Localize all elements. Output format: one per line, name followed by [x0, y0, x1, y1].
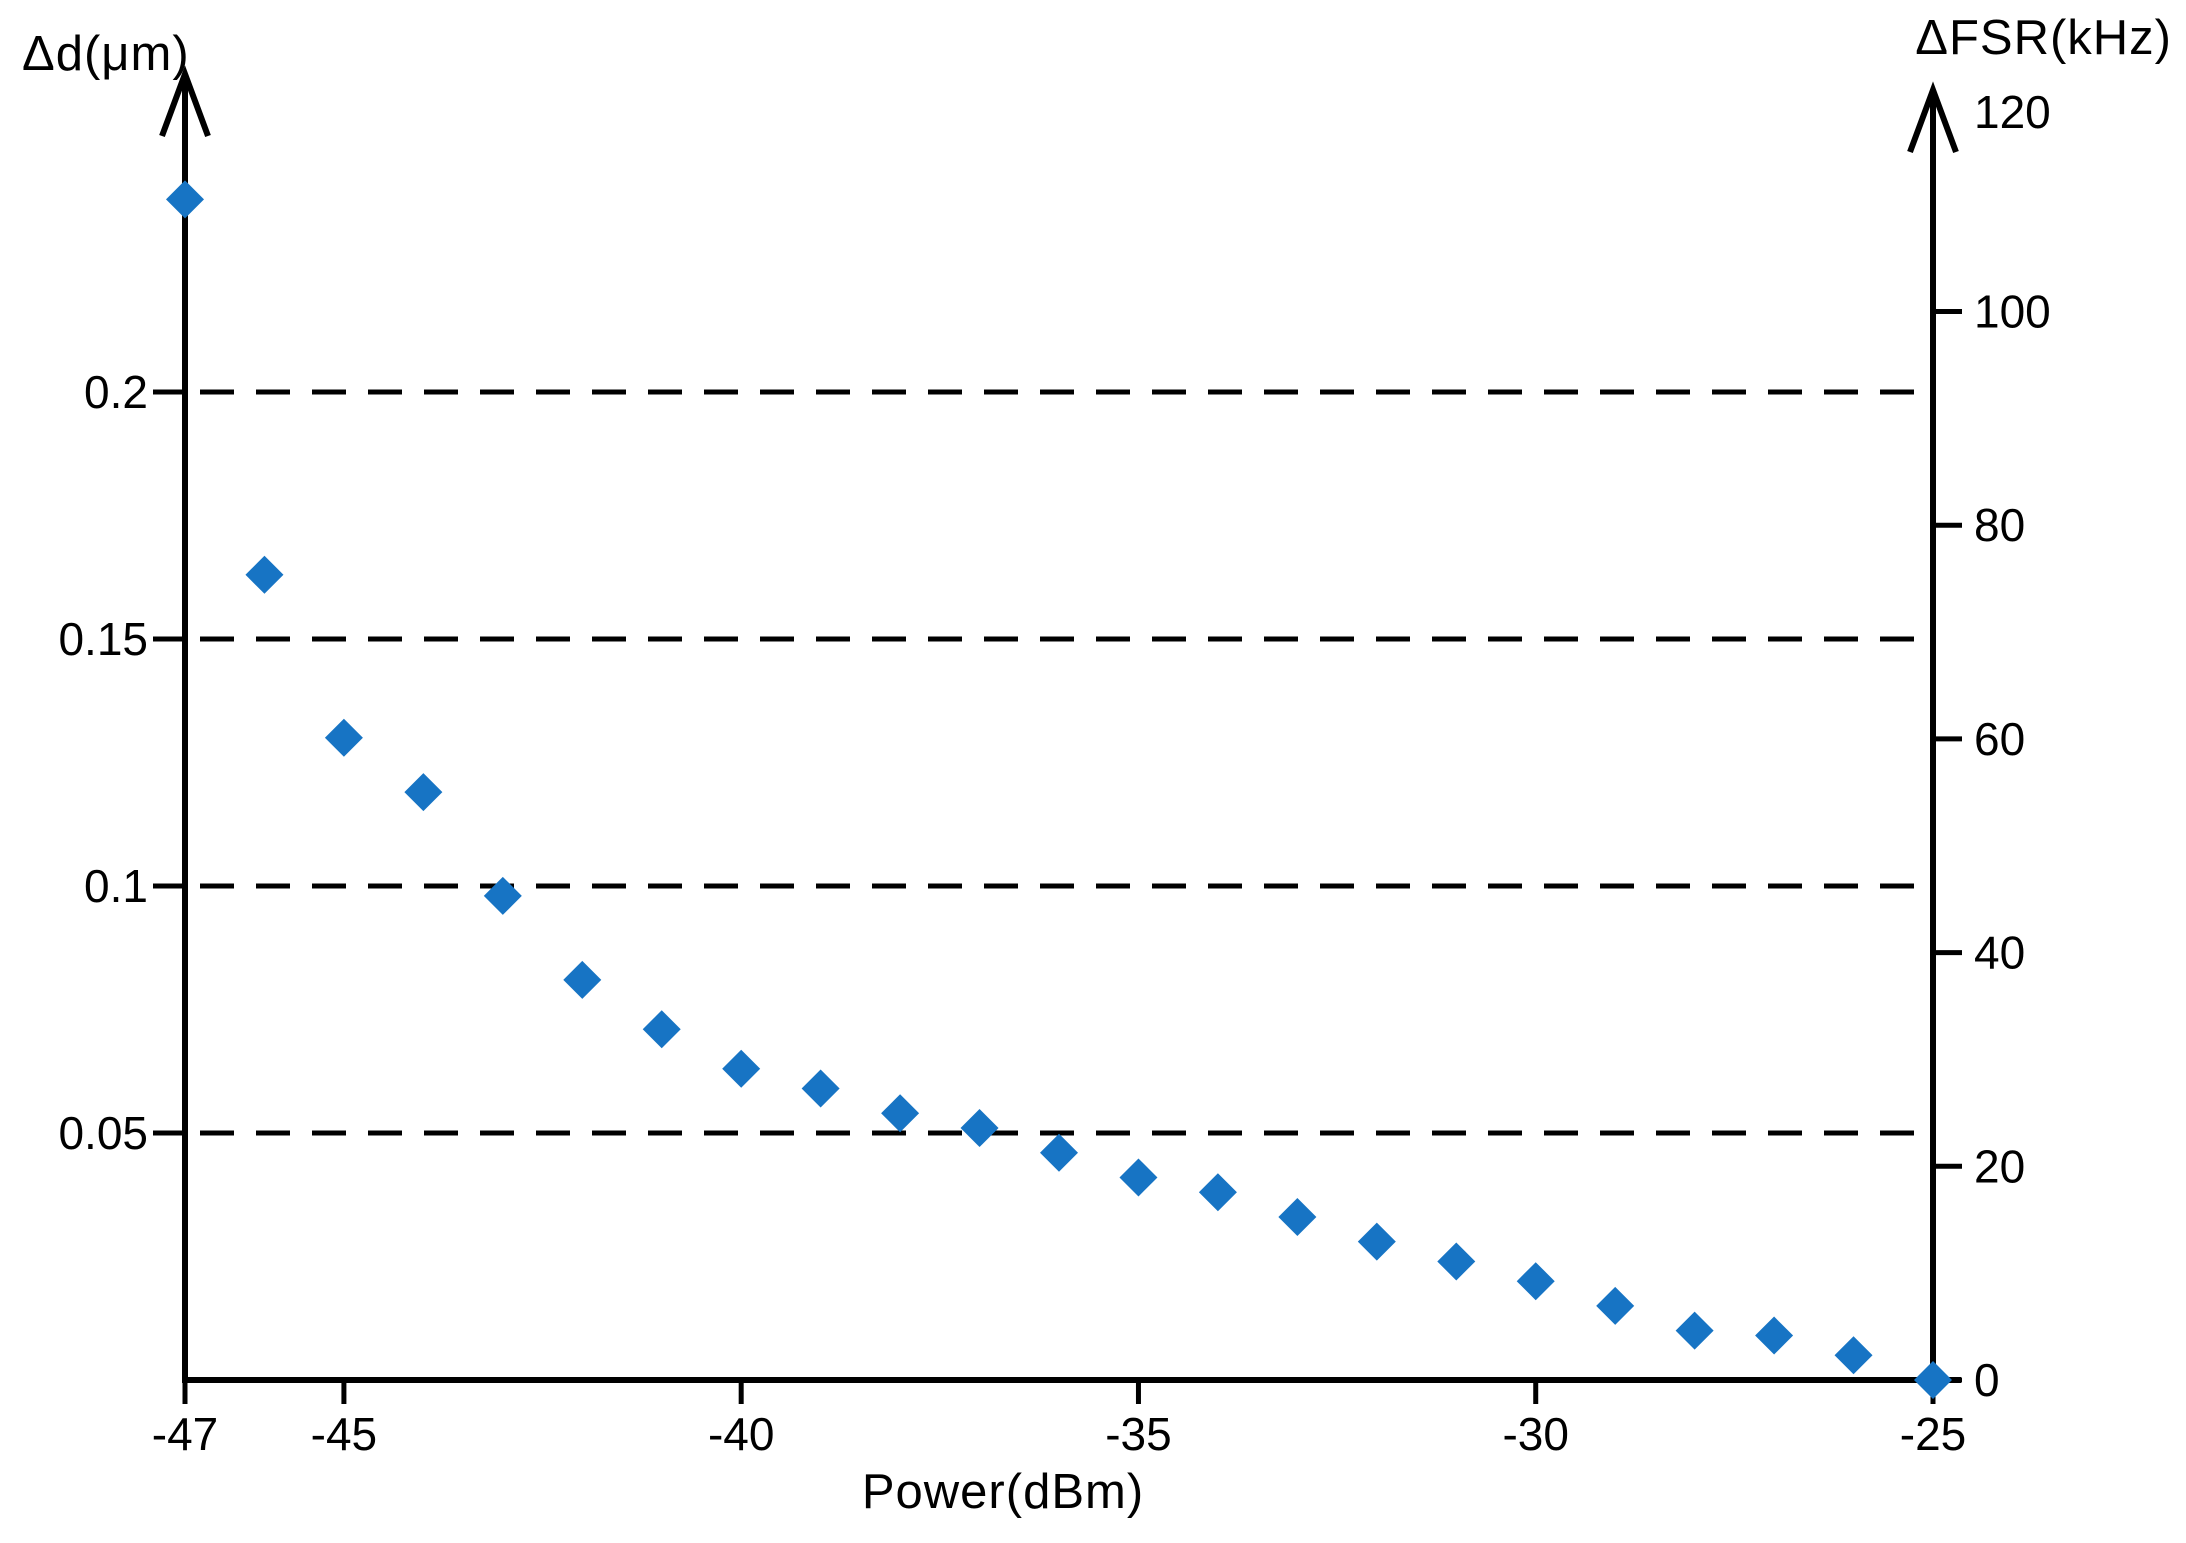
- x-tick-label: -30: [1502, 1408, 1568, 1460]
- x-tick-label: -40: [708, 1408, 774, 1460]
- data-point: [563, 960, 602, 999]
- data-point: [1516, 1262, 1555, 1301]
- data-point: [722, 1049, 761, 1088]
- data-point: [483, 876, 522, 915]
- data-point: [960, 1109, 999, 1148]
- x-tick-label: -25: [1900, 1408, 1966, 1460]
- data-point: [1834, 1336, 1873, 1375]
- data-point: [642, 1010, 681, 1049]
- right-tick-label: 0: [1974, 1354, 2000, 1406]
- left-tick-label: 0.15: [58, 613, 148, 665]
- x-tick-label: -35: [1105, 1408, 1171, 1460]
- data-point: [881, 1094, 920, 1133]
- right-tick-label: 120: [1974, 86, 2051, 138]
- data-point: [1278, 1197, 1317, 1236]
- data-point: [324, 718, 363, 757]
- data-point: [1675, 1311, 1714, 1350]
- left-tick-label: 0.2: [84, 366, 148, 418]
- right-tick-label: 20: [1974, 1140, 2025, 1192]
- right-tick-label: 60: [1974, 713, 2025, 765]
- right-tick-label: 40: [1974, 927, 2025, 979]
- left-tick-label: 0.05: [58, 1107, 148, 1159]
- data-point: [1040, 1133, 1079, 1172]
- x-tick-label: -47: [152, 1408, 218, 1460]
- x-tick-label: -45: [311, 1408, 377, 1460]
- right-axis-title: ΔFSR(kHz): [1915, 11, 2172, 65]
- data-point: [245, 555, 284, 594]
- data-point: [1119, 1158, 1158, 1197]
- right-axis-arrow-icon: [1907, 81, 1959, 154]
- x-axis-title: Power(dBm): [861, 1465, 1145, 1519]
- data-point: [1198, 1173, 1237, 1212]
- left-axis-arrow-icon: [159, 65, 211, 138]
- data-point: [404, 773, 443, 812]
- right-tick-label: 80: [1974, 499, 2025, 551]
- right-tick-label: 100: [1974, 286, 2051, 338]
- left-tick-label: 0.1: [84, 860, 148, 912]
- data-point: [801, 1069, 840, 1108]
- data-point: [1596, 1286, 1635, 1325]
- data-point: [1755, 1316, 1794, 1355]
- data-point: [166, 180, 205, 219]
- data-point: [1914, 1361, 1952, 1399]
- data-point: [1437, 1242, 1476, 1281]
- left-axis-title: Δd(μm): [22, 27, 190, 81]
- data-point: [1357, 1222, 1396, 1261]
